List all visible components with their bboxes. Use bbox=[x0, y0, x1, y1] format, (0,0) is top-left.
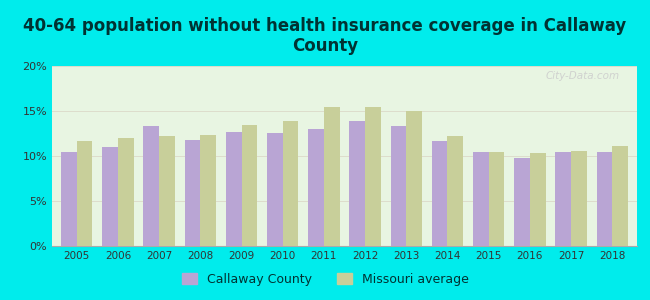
Bar bbox=[489, 152, 504, 246]
Bar bbox=[571, 151, 587, 246]
Bar bbox=[406, 111, 422, 246]
Bar bbox=[77, 141, 92, 246]
Bar bbox=[61, 152, 77, 246]
Bar bbox=[283, 121, 298, 246]
Bar bbox=[159, 136, 175, 246]
Text: City-Data.com: City-Data.com bbox=[545, 71, 619, 81]
Bar bbox=[118, 138, 133, 246]
Bar bbox=[597, 152, 612, 246]
Bar bbox=[556, 152, 571, 246]
Bar bbox=[530, 153, 545, 246]
Bar bbox=[324, 107, 339, 246]
Bar bbox=[432, 141, 447, 246]
Bar bbox=[242, 125, 257, 246]
Bar bbox=[185, 140, 200, 246]
Bar bbox=[447, 136, 463, 246]
Bar bbox=[308, 129, 324, 246]
Bar bbox=[365, 107, 381, 246]
Bar bbox=[391, 126, 406, 246]
Bar bbox=[267, 133, 283, 246]
Bar bbox=[144, 126, 159, 246]
Bar bbox=[200, 135, 216, 246]
Bar bbox=[226, 132, 242, 246]
Text: 40-64 population without health insurance coverage in Callaway
County: 40-64 population without health insuranc… bbox=[23, 16, 627, 56]
Bar bbox=[473, 152, 489, 246]
Bar bbox=[612, 146, 628, 246]
Bar bbox=[350, 121, 365, 246]
Bar bbox=[102, 147, 118, 246]
Legend: Callaway County, Missouri average: Callaway County, Missouri average bbox=[177, 268, 473, 291]
Bar bbox=[514, 158, 530, 246]
